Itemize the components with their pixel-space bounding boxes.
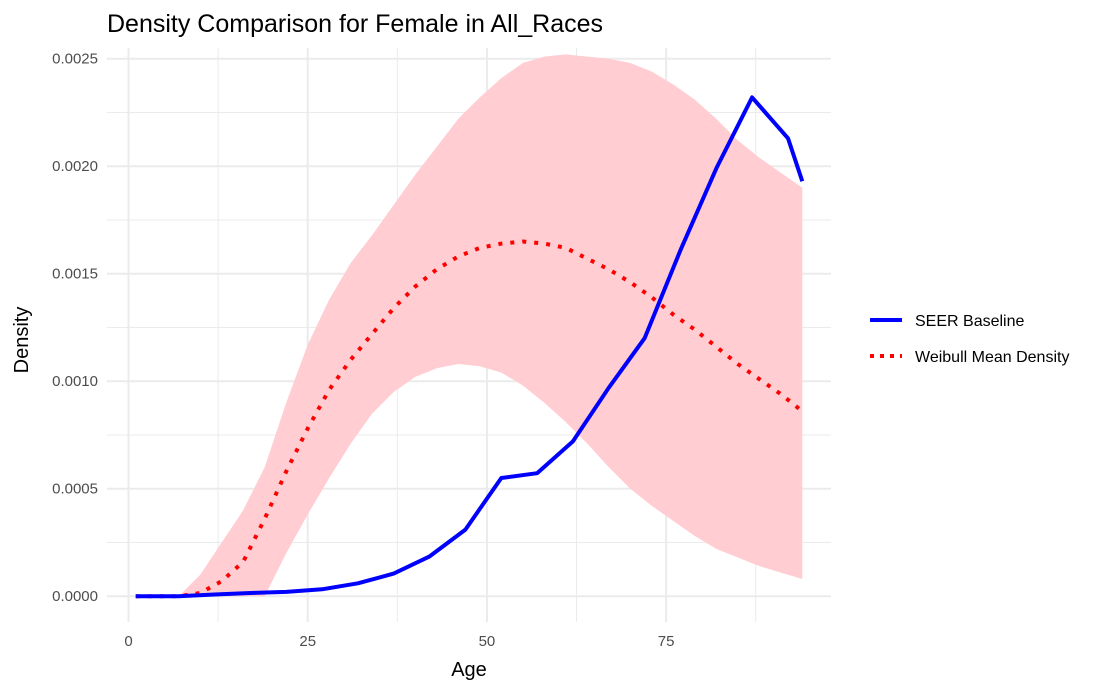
y-axis-title: Density: [11, 307, 33, 374]
y-tick-label: 0.0000: [52, 588, 98, 605]
axis-labels: 0 25 50 75 0.0000 0.0005 0.0010 0.0015 0.0020 0.0…: [52, 51, 674, 650]
y-tick-label: 0.0010: [52, 373, 98, 390]
x-tick-label: 25: [299, 633, 316, 650]
seer-baseline-line: [135, 95, 805, 599]
y-tick-label: 0.0020: [52, 158, 98, 175]
y-tick-label: 0.0005: [52, 481, 98, 498]
x-tick-label: 0: [124, 633, 132, 650]
x-axis-title: Age: [451, 659, 487, 681]
chart-title: Density Comparison for Female in All_Rac…: [107, 10, 603, 38]
confidence-band-layer: [135, 54, 803, 597]
legend-label-weibull-mean-density: Weibull Mean Density: [915, 349, 1069, 366]
legend-label-seer-baseline: SEER Baseline: [915, 313, 1024, 330]
x-tick-label: 50: [479, 633, 496, 650]
confidence-band: [135, 54, 803, 597]
y-tick-label: 0.0025: [52, 51, 98, 68]
y-tick-label: 0.0015: [52, 266, 98, 283]
x-tick-label: 75: [658, 633, 675, 650]
series-layer: [135, 95, 805, 599]
legend: SEER Baseline Weibull Mean Density: [870, 313, 1069, 366]
